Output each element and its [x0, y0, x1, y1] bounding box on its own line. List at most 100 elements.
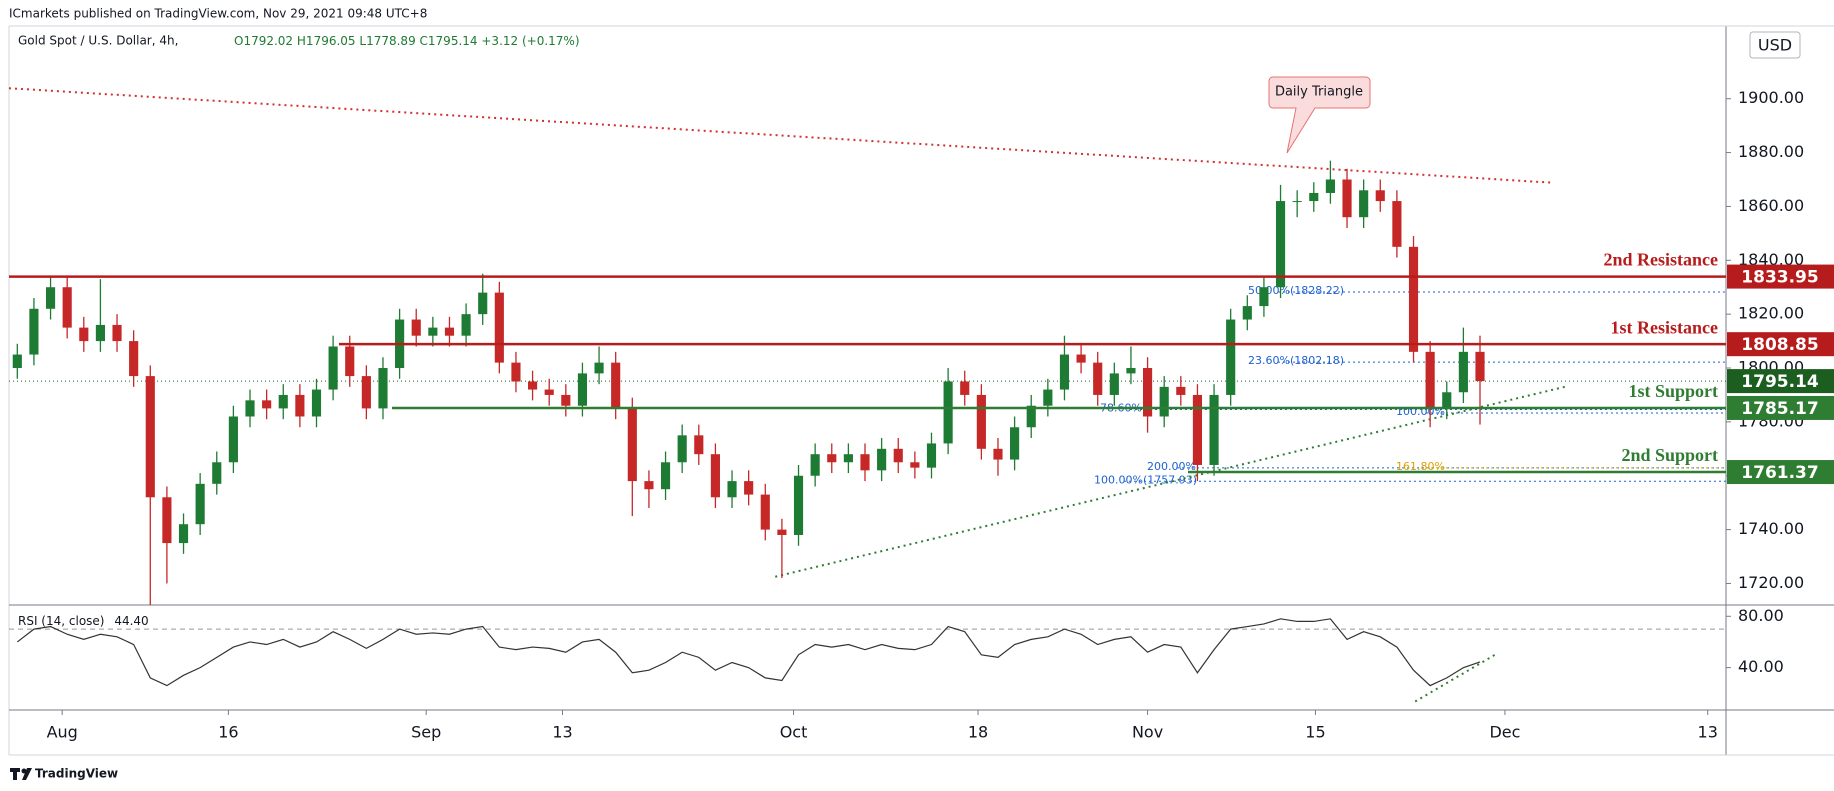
y-tick-label: 1860.00: [1738, 196, 1804, 215]
candle-body: [494, 292, 504, 363]
price-tag-label: 1833.95: [1741, 268, 1818, 288]
candle-body: [910, 462, 920, 468]
currency-box[interactable]: [1749, 31, 1801, 59]
x-tick-label: 13: [1698, 723, 1718, 742]
candle-body: [1059, 354, 1070, 390]
candle-body: [245, 400, 255, 417]
candle-body: [79, 327, 89, 342]
candle-body: [926, 443, 937, 468]
price-tag: [1727, 264, 1834, 289]
fib-label: 23.60%(1802.18): [1248, 354, 1344, 367]
candle-body: [694, 435, 704, 455]
price-tag-label: 1785.17: [1741, 399, 1818, 419]
fib-label: 161.80%: [1396, 460, 1445, 473]
callout-text: Daily Triangle: [1275, 85, 1363, 100]
candle-body: [677, 435, 687, 463]
fib-label: 50.00%(1828.22): [1248, 284, 1344, 297]
candle-body: [611, 362, 621, 409]
candle-body: [860, 454, 870, 471]
candle-body: [877, 448, 887, 471]
trendline: [775, 385, 1569, 578]
ohlc: O1792.02 H1796.05 L1778.89 C1795.14 +3.1…: [234, 34, 580, 48]
candle-body: [644, 481, 654, 490]
y-tick-label: 1720.00: [1738, 573, 1804, 592]
candle-body: [262, 400, 272, 409]
candle-body: [178, 524, 189, 544]
x-tick-label: Aug: [47, 723, 78, 742]
level-name: 2nd Support: [1621, 445, 1718, 465]
candle-body: [544, 389, 554, 395]
candle-body: [212, 462, 222, 484]
rsi-line: [16, 618, 1481, 687]
candle-body: [45, 287, 56, 309]
candle-body: [943, 381, 953, 444]
publisher: ICmarkets published on TradingView.com, …: [9, 7, 427, 21]
currency[interactable]: USD: [1758, 36, 1792, 55]
candle-body: [1342, 179, 1352, 218]
ohlc-high: H1796.05: [297, 34, 356, 48]
callout: Daily Triangle: [1268, 76, 1371, 154]
y-tick-label: 1820.00: [1738, 304, 1804, 323]
candle-body: [1109, 373, 1119, 395]
candle-body: [511, 362, 521, 382]
candle-body: [29, 308, 39, 355]
candle-body: [311, 389, 322, 417]
price-tag: [1727, 332, 1834, 357]
candle-body: [976, 394, 986, 449]
candle-body: [777, 529, 787, 535]
candle-body: [1325, 179, 1335, 193]
candle-body: [1192, 394, 1203, 465]
x-tick-label: Dec: [1489, 723, 1520, 742]
level-name: 2nd Resistance: [1603, 250, 1718, 270]
candle-body: [1093, 362, 1103, 395]
rsi-name: RSI (14, close): [18, 614, 104, 628]
logo-part: [22, 768, 32, 780]
x-tick-label: 13: [552, 723, 572, 742]
candle-body: [1259, 287, 1269, 307]
candle-body: [810, 454, 820, 476]
logo-part: [13, 768, 17, 780]
candle-body: [145, 376, 155, 498]
candle-body: [195, 483, 205, 525]
candle-body: [1043, 389, 1053, 406]
callout-bubble: [1268, 76, 1371, 154]
ohlc-close: C1795.14: [420, 34, 478, 48]
candle-body: [1226, 319, 1236, 395]
candle-body: [1010, 427, 1020, 460]
candle-body: [727, 481, 737, 498]
candle-body: [95, 324, 105, 342]
candle-body: [594, 362, 604, 374]
y-tick-label: 40.00: [1738, 657, 1784, 676]
candle-body: [461, 314, 471, 336]
y-tick-label: 1840.00: [1738, 250, 1804, 269]
fib-label: 200.00%: [1147, 460, 1196, 473]
candle-body: [827, 454, 837, 463]
candle-body: [428, 327, 438, 336]
y-tick-label: 80.00: [1738, 606, 1784, 625]
candle-body: [411, 319, 421, 336]
candle-body: [1143, 368, 1153, 417]
ohlc-open: O1792.02: [234, 34, 293, 48]
candle-body: [295, 394, 305, 417]
price-tag: [1727, 395, 1834, 420]
candle-body: [660, 462, 671, 490]
y-tick-label: 1740.00: [1738, 519, 1804, 538]
footer: TradingView: [35, 767, 118, 781]
price-tag: [1727, 369, 1834, 394]
candle-body: [1475, 351, 1485, 382]
candle-body: [793, 475, 804, 535]
candle-body: [1408, 246, 1419, 352]
candle-body: [1458, 351, 1468, 393]
ohlc-low: L1778.89: [359, 34, 415, 48]
candle-body: [1176, 386, 1186, 395]
candle-body: [1026, 405, 1036, 428]
candle-body: [1375, 190, 1385, 202]
price-tag-label: 1808.85: [1741, 335, 1818, 355]
y-tick-label: 1880.00: [1738, 142, 1804, 161]
candle-body: [1076, 354, 1086, 363]
x-tick-label: 15: [1305, 723, 1325, 742]
candle-body: [893, 448, 903, 463]
footer-logo: [10, 768, 32, 780]
